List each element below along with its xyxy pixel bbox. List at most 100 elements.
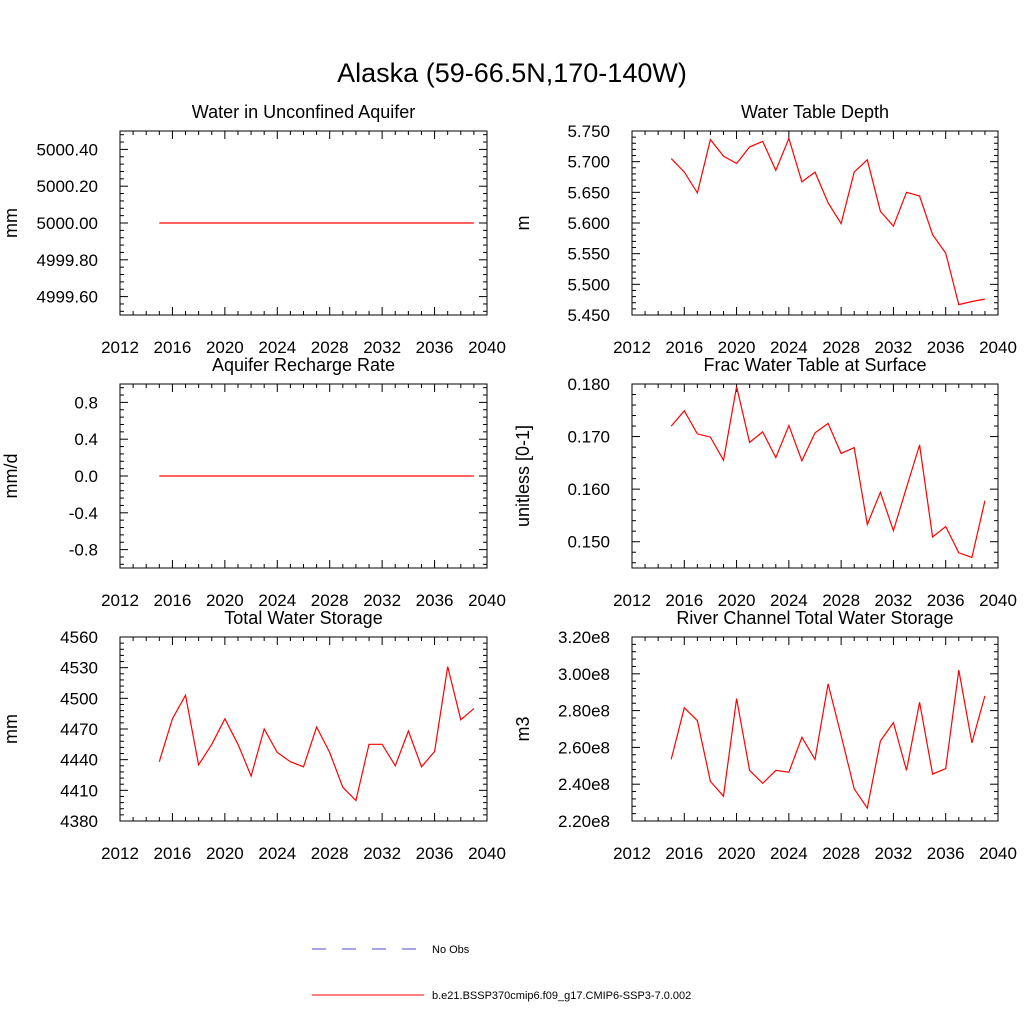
- y-tick-label: 5.550: [567, 245, 610, 264]
- x-tick-label: 2040: [468, 591, 506, 610]
- y-axis-label: mm: [1, 714, 21, 744]
- y-axis-label: unitless [0-1]: [513, 425, 533, 527]
- x-tick-label: 2024: [258, 591, 296, 610]
- y-axis-label: mm/d: [1, 454, 21, 499]
- x-tick-label: 2012: [613, 844, 651, 863]
- y-tick-label: 5.600: [567, 214, 610, 233]
- x-tick-label: 2036: [416, 844, 454, 863]
- chart-panel-1: Water in Unconfined Aquifer mm 2012 2016 202…: [1, 102, 506, 357]
- x-tick-label: 2020: [206, 844, 244, 863]
- x-tick-label: 2012: [101, 844, 139, 863]
- x-tick-label: 2024: [258, 338, 296, 357]
- y-tick-label: 4410: [60, 781, 98, 800]
- y-tick-label: 5.500: [567, 275, 610, 294]
- y-tick-label: 4560: [60, 628, 98, 647]
- legend-label-no-obs: No Obs: [432, 944, 470, 956]
- x-tick-label: 2028: [311, 591, 349, 610]
- y-tick-label: 4440: [60, 751, 98, 770]
- legend-label-model: b.e21.BSSP370cmip6.f09_g17.CMIP6-SSP3-7.…: [432, 990, 691, 1002]
- y-tick-label: 5000.40: [37, 140, 98, 159]
- y-tick-label: 5.450: [567, 306, 610, 325]
- panel-title: Total Water Storage: [224, 608, 382, 628]
- y-tick-label: 4999.60: [37, 288, 98, 307]
- x-tick-label: 2024: [770, 844, 808, 863]
- x-tick-label: 2032: [875, 591, 913, 610]
- y-axis-label: m3: [513, 716, 533, 741]
- y-tick-label: 5.700: [567, 153, 610, 172]
- x-tick-label: 2016: [665, 591, 703, 610]
- y-tick-label: 2.80e8: [558, 702, 610, 721]
- x-tick-label: 2028: [311, 844, 349, 863]
- x-tick-label: 2016: [665, 338, 703, 357]
- x-tick-label: 2012: [101, 338, 139, 357]
- y-tick-label: 0.160: [567, 480, 610, 499]
- x-tick-label: 2016: [154, 844, 192, 863]
- series-line: [670, 386, 986, 559]
- x-tick-label: 2020: [718, 338, 756, 357]
- x-tick-label: 2032: [875, 844, 913, 863]
- x-tick-label: 2032: [363, 844, 401, 863]
- panel-title: Frac Water Table at Surface: [703, 355, 926, 375]
- x-tick-label: 2036: [416, 338, 454, 357]
- series-line: [670, 136, 986, 306]
- chart-panels: Water in Unconfined Aquifer mm 2012 2016 202…: [1, 102, 1017, 863]
- chart-panel-6: River Channel Total Water Storage m3 2012 2…: [513, 608, 1017, 863]
- panel-title: River Channel Total Water Storage: [676, 608, 953, 628]
- x-tick-label: 2028: [822, 338, 860, 357]
- x-tick-label: 2020: [206, 591, 244, 610]
- y-axis-label: mm: [1, 208, 21, 238]
- y-tick-label: 0.180: [567, 375, 610, 394]
- x-tick-label: 2016: [154, 591, 192, 610]
- y-tick-label: 3.00e8: [558, 665, 610, 684]
- x-tick-label: 2040: [468, 338, 506, 357]
- series-line: [670, 669, 986, 810]
- y-tick-label: 0.170: [567, 428, 610, 447]
- y-tick-label: 5.650: [567, 183, 610, 202]
- x-tick-label: 2012: [613, 338, 651, 357]
- x-tick-label: 2032: [875, 338, 913, 357]
- y-tick-label: 0.4: [74, 430, 98, 449]
- x-tick-label: 2028: [822, 844, 860, 863]
- plot-frame: [631, 636, 999, 822]
- y-tick-label: 3.20e8: [558, 628, 610, 647]
- y-tick-label: 4470: [60, 720, 98, 739]
- x-tick-label: 2036: [927, 591, 965, 610]
- plot-frame: [119, 636, 488, 822]
- chart-panel-4: Frac Water Table at Surface unitless [0-1…: [513, 355, 1017, 610]
- y-axis-label: m: [513, 216, 533, 231]
- x-tick-label: 2040: [468, 844, 506, 863]
- plot-frame: [631, 130, 999, 316]
- x-tick-label: 2040: [979, 338, 1017, 357]
- panel-title: Water in Unconfined Aquifer: [192, 102, 415, 122]
- x-tick-label: 2036: [416, 591, 454, 610]
- y-tick-label: 4530: [60, 659, 98, 678]
- x-tick-label: 2036: [927, 844, 965, 863]
- x-tick-label: 2028: [311, 338, 349, 357]
- y-tick-label: 5000.20: [37, 177, 98, 196]
- series-line: [158, 666, 475, 802]
- plot-frame: [631, 383, 999, 569]
- y-tick-label: 0.150: [567, 533, 610, 552]
- x-tick-label: 2024: [770, 338, 808, 357]
- y-tick-label: 2.60e8: [558, 738, 610, 757]
- y-tick-label: 2.40e8: [558, 775, 610, 794]
- figure-title: Alaska (59-66.5N,170-140W): [337, 58, 687, 88]
- x-tick-label: 2032: [363, 338, 401, 357]
- x-tick-label: 2028: [822, 591, 860, 610]
- x-tick-label: 2012: [101, 591, 139, 610]
- legend: No Obs b.e21.BSSP370cmip6.f09_g17.CMIP6-…: [312, 944, 691, 1002]
- panel-title: Aquifer Recharge Rate: [212, 355, 395, 375]
- y-tick-label: 0.8: [74, 393, 98, 412]
- panel-title: Water Table Depth: [741, 102, 889, 122]
- y-tick-label: 5.750: [567, 122, 610, 141]
- x-tick-label: 2040: [979, 844, 1017, 863]
- y-tick-label: -0.8: [69, 541, 98, 560]
- x-tick-label: 2016: [665, 844, 703, 863]
- y-tick-label: 4500: [60, 689, 98, 708]
- y-tick-label: -0.4: [69, 504, 98, 523]
- chart-panel-2: Water Table Depth m 2012 2016 2020 2024 2028 20…: [513, 102, 1017, 357]
- x-tick-label: 2016: [154, 338, 192, 357]
- y-tick-label: 5000.00: [37, 214, 98, 233]
- x-tick-label: 2020: [718, 591, 756, 610]
